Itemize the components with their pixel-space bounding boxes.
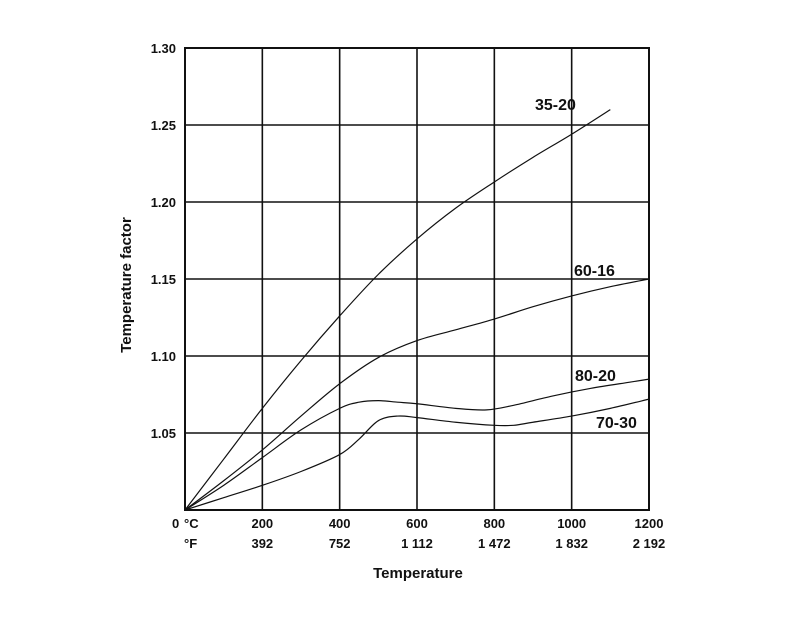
x-tick-label-fahrenheit: 2 192 <box>633 536 666 551</box>
x-tick-labels: 200 392 400 752 600 1 112 800 1 472 1000 1 832 120… <box>251 516 665 551</box>
x-axis-title: Temperature <box>373 565 463 582</box>
series-line-80-20 <box>184 378 650 511</box>
x-tick-label-fahrenheit: 752 <box>329 536 351 551</box>
x-tick-label-celsius: 400 <box>329 516 351 531</box>
series-line-70-30 <box>184 398 650 511</box>
series-line-35-20 <box>184 109 611 511</box>
x-tick-label-fahrenheit: 1 112 <box>401 536 433 551</box>
y-tick-label: 1.30 <box>151 41 176 56</box>
y-axis-title: Temperature factor <box>118 217 135 353</box>
y-tick-label: 1.20 <box>151 195 176 210</box>
series-label-80-20: 80-20 <box>575 368 616 385</box>
series-line-60-16 <box>184 278 650 511</box>
x-tick-label-celsius: 1000 <box>557 516 586 531</box>
x-tick-label-fahrenheit: 392 <box>251 536 273 551</box>
x-tick-label-celsius: 1200 <box>635 516 664 531</box>
x-tick-label-fahrenheit: 1 472 <box>478 536 511 551</box>
x-unit-secondary: °F <box>184 536 197 551</box>
y-tick-label: 1.10 <box>151 349 176 364</box>
origin-label: 0 <box>172 516 179 531</box>
series-label-35-20: 35-20 <box>535 97 576 114</box>
y-tick-label: 1.15 <box>151 272 176 287</box>
y-tick-label: 1.05 <box>151 426 176 441</box>
y-tick-label: 1.25 <box>151 118 176 133</box>
plot-frame <box>184 47 650 511</box>
series-label-60-16: 60-16 <box>574 263 615 280</box>
y-tick-labels: 1.05 1.10 1.15 1.20 1.25 1.30 <box>151 41 176 441</box>
x-tick-label-celsius: 600 <box>406 516 428 531</box>
series-labels: 35-20 60-16 80-20 70-30 <box>535 97 637 432</box>
data-curves <box>184 109 650 511</box>
x-tick-label-celsius: 800 <box>483 516 505 531</box>
x-tick-label-celsius: 200 <box>251 516 273 531</box>
series-label-70-30: 70-30 <box>596 415 637 432</box>
x-tick-label-fahrenheit: 1 832 <box>555 536 588 551</box>
x-unit-primary: °C <box>184 516 199 531</box>
